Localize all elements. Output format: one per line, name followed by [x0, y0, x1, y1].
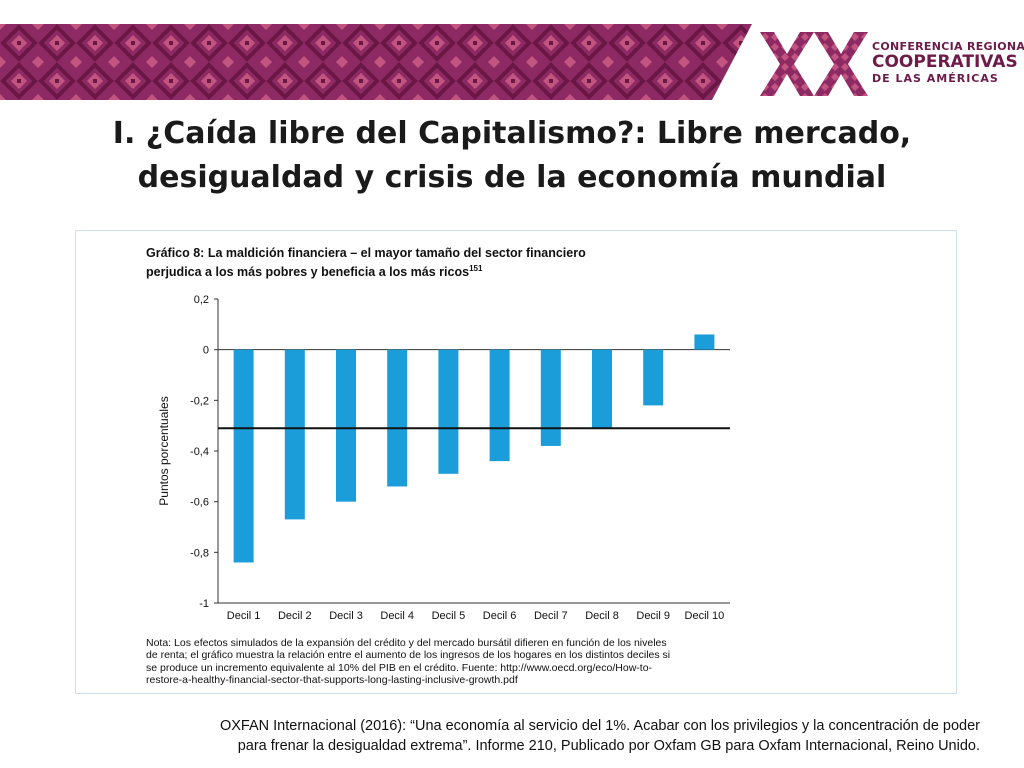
chart-title-footnote: 151 — [469, 264, 483, 273]
x-tick-label: Decil 5 — [432, 610, 466, 622]
bar-chart: 0,2 0 -0,2 -0,4 -0,6 -0,8 -1 Puntos porcentuale… — [157, 294, 730, 622]
chart-note: Nota: Los efectos simulados de la expans… — [146, 637, 786, 687]
x-tick-label: Decil 9 — [636, 610, 670, 622]
y-tick-label: -0,6 — [190, 497, 209, 509]
x-tick-label: Decil 7 — [534, 610, 568, 622]
x-tick-label: Decil 4 — [380, 610, 414, 622]
chart-title-line1: Gráfico 8: La maldición financiera – el … — [146, 246, 586, 260]
x-tick-label: Decil 10 — [685, 610, 725, 622]
bar-decil-1 — [233, 349, 254, 563]
bar-decil-6 — [489, 349, 510, 462]
x-tick-label: Decil 1 — [227, 610, 261, 622]
logo-line-cooperativas: COOPERATIVAS — [872, 52, 1018, 72]
chart-title: Gráfico 8: La maldición financiera – el … — [146, 245, 786, 280]
logo-line-americas: DE LAS AMÉRICAS — [872, 72, 999, 85]
source-line1: OXFAN Internacional (2016): “Una economí… — [219, 718, 980, 734]
logo-wordmark: CONFERENCIA REGIONAL COOPERATIVAS DE LAS… — [872, 40, 1024, 85]
slide-title-line2: desigualdad y crisis de la economía mund… — [137, 160, 887, 195]
chart-bars — [233, 334, 715, 563]
x-tick-label: Decil 6 — [483, 610, 517, 622]
chart-note-line: restore-a-healthy-financial-sector-that-… — [146, 674, 518, 687]
chart-title-line2: perjudica a los más pobres y beneficia a… — [146, 265, 470, 280]
bar-decil-4 — [387, 349, 408, 487]
header-banner — [0, 24, 752, 100]
bar-decil-2 — [284, 349, 305, 520]
x-tick-label: Decil 8 — [585, 610, 619, 622]
y-tick-label: 0,2 — [194, 294, 209, 306]
y-tick-label: -0,8 — [190, 547, 209, 559]
bar-decil-9 — [643, 349, 664, 406]
conference-logo: CONFERENCIA REGIONAL COOPERATIVAS DE LAS… — [760, 30, 1024, 100]
bar-decil-7 — [540, 349, 561, 446]
chart-note-line: se produce un incremento equivalente al … — [146, 661, 653, 674]
slide-title-line1: I. ¿Caída libre del Capitalismo?: Libre … — [112, 116, 912, 151]
bar-decil-8 — [592, 349, 612, 429]
bar-decil-3 — [336, 349, 356, 502]
bar-decil-10 — [694, 334, 715, 350]
logo-line-conferencia: CONFERENCIA REGIONAL — [872, 40, 1024, 53]
chart-note-line: Nota: Los efectos simulados de la expans… — [146, 637, 667, 649]
y-tick-label: -0,2 — [190, 395, 209, 407]
chart-note-line: de renta; el gráfico muestra la relación… — [146, 649, 671, 662]
x-tick-label: Decil 2 — [278, 610, 312, 622]
textile-pattern — [0, 24, 752, 100]
x-tick-label: Decil 3 — [329, 610, 363, 622]
chart-panel: Gráfico 8: La maldición financiera – el … — [75, 230, 957, 694]
bar-decil-5 — [438, 349, 459, 474]
source-line2: para frenar la desigualdad extrema”. Inf… — [237, 738, 980, 754]
source-citation: OXFAN Internacional (2016): “Una economí… — [60, 716, 980, 756]
y-tick-label: -0,4 — [190, 446, 209, 458]
chart-labels: 0,2 0 -0,2 -0,4 -0,6 -0,8 -1 Puntos porcentuale… — [157, 294, 724, 622]
y-axis-title: Puntos porcentuales — [157, 396, 171, 505]
chart-axes — [214, 298, 730, 604]
slide-title: I. ¿Caída libre del Capitalismo?: Libre … — [60, 112, 964, 200]
y-tick-label: -1 — [199, 598, 209, 610]
roman-twenty-logo-icon — [760, 32, 868, 96]
y-tick-label: 0 — [203, 345, 209, 357]
